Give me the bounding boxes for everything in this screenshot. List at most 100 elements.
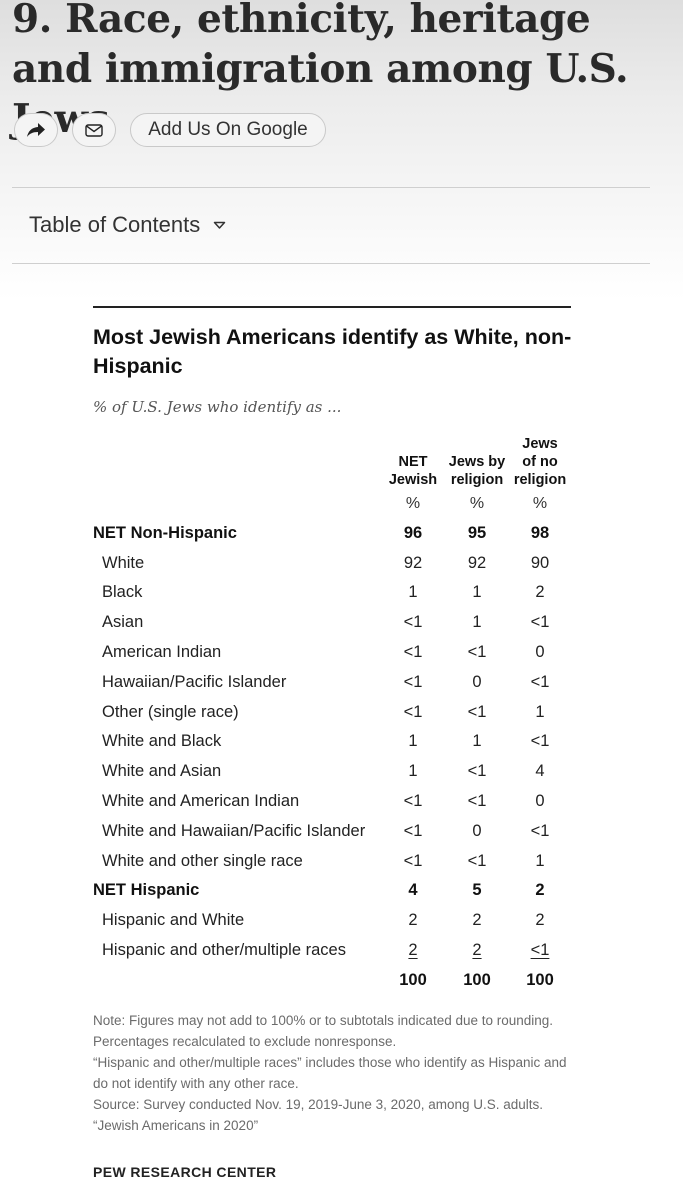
cell-value: 2 bbox=[535, 881, 545, 899]
cell-value: <1 bbox=[530, 613, 550, 631]
table-row: Black 1 1 2 bbox=[0, 579, 683, 609]
cell-value: <1 bbox=[403, 792, 423, 810]
table-row: Other (single race) <1 <1 1 bbox=[0, 699, 683, 729]
table-row: White 92 92 90 bbox=[0, 550, 683, 580]
cell-value: 0 bbox=[472, 822, 482, 840]
row-label: White and American Indian bbox=[102, 792, 300, 810]
divider bbox=[12, 263, 650, 264]
cell-value: <1 bbox=[467, 703, 487, 721]
row-label: NET Hispanic bbox=[93, 881, 200, 899]
cell-value: <1 bbox=[467, 762, 487, 780]
cell-value: <1 bbox=[530, 673, 550, 691]
column-header-jews-by-religion: Jews by religion bbox=[448, 454, 506, 488]
cell-value: 0 bbox=[535, 792, 545, 810]
cell-value: 1 bbox=[535, 703, 545, 721]
email-button[interactable] bbox=[72, 113, 116, 147]
row-label: White bbox=[102, 554, 145, 572]
pew-research-center-logo: PEW RESEARCH CENTER bbox=[93, 1164, 277, 1180]
cell-value: 1 bbox=[408, 583, 418, 601]
header-background bbox=[0, 0, 683, 300]
cell-value: 92 bbox=[467, 554, 487, 572]
chart-top-rule bbox=[93, 306, 571, 308]
cell-value: <1 bbox=[403, 673, 423, 691]
percent-symbol: % bbox=[469, 495, 485, 512]
percent-symbol: % bbox=[532, 495, 548, 512]
cell-value: 98 bbox=[530, 524, 550, 542]
cell-value: <1 bbox=[530, 941, 550, 959]
row-label: Hispanic and other/multiple races bbox=[102, 941, 346, 959]
note-text: Note: Figures may not add to 100% or to … bbox=[93, 1013, 554, 1049]
cell-value: 2 bbox=[472, 941, 482, 959]
table-row: American Indian <1 <1 0 bbox=[0, 639, 683, 669]
cell-value: 1 bbox=[472, 613, 482, 631]
source-text: Source: Survey conducted Nov. 19, 2019-J… bbox=[93, 1097, 544, 1112]
cell-value: 1 bbox=[408, 762, 418, 780]
table-row: NET Non-Hispanic 96 95 98 bbox=[0, 520, 683, 550]
table-row: Hispanic and White 2 2 2 bbox=[0, 907, 683, 937]
table-row: White and Asian 1 <1 4 bbox=[0, 758, 683, 788]
row-label: White and other single race bbox=[102, 852, 303, 870]
row-label: American Indian bbox=[102, 643, 222, 661]
table-row: White and American Indian <1 <1 0 bbox=[0, 788, 683, 818]
cell-value: 100 bbox=[399, 971, 427, 989]
table-row: White and Black 1 1 <1 bbox=[0, 728, 683, 758]
cell-value: 4 bbox=[535, 762, 545, 780]
toc-label: Table of Contents bbox=[29, 212, 201, 237]
cell-value: 100 bbox=[526, 971, 554, 989]
cell-value: <1 bbox=[403, 613, 423, 631]
cell-value: <1 bbox=[467, 792, 487, 810]
page-title: 9. Race, ethnicity, heritage and immigra… bbox=[12, 0, 629, 142]
cell-value: 1 bbox=[472, 583, 482, 601]
table-row: NET Hispanic 4 5 2 bbox=[0, 877, 683, 907]
cell-value: <1 bbox=[467, 643, 487, 661]
cell-value: <1 bbox=[403, 822, 423, 840]
cell-value: 1 bbox=[408, 732, 418, 750]
table-row: Hispanic and other/multiple races 2 2 <1 bbox=[0, 937, 683, 967]
row-label: White and Asian bbox=[102, 762, 222, 780]
cell-value: 5 bbox=[472, 881, 482, 899]
cell-value: 1 bbox=[535, 852, 545, 870]
note-text: “Hispanic and other/multiple races” incl… bbox=[93, 1055, 567, 1091]
table-row: Asian <1 1 <1 bbox=[0, 609, 683, 639]
cell-value: <1 bbox=[403, 703, 423, 721]
percent-symbol: % bbox=[405, 495, 421, 512]
cell-value: 0 bbox=[535, 643, 545, 661]
share-button[interactable] bbox=[14, 113, 58, 147]
cell-value: 2 bbox=[535, 911, 545, 929]
row-label: Asian bbox=[102, 613, 144, 631]
row-label: Hispanic and White bbox=[102, 911, 245, 929]
cell-value: 96 bbox=[403, 524, 423, 542]
table-row: Hawaiian/Pacific Islander <1 0 <1 bbox=[0, 669, 683, 699]
column-header-net-jewish: NET Jewish bbox=[388, 454, 438, 488]
cell-value: 90 bbox=[530, 554, 550, 572]
cell-value: 2 bbox=[408, 941, 418, 959]
cell-value: 0 bbox=[472, 673, 482, 691]
row-label: White and Black bbox=[102, 732, 222, 750]
cell-value: 2 bbox=[408, 911, 418, 929]
cell-value: <1 bbox=[403, 643, 423, 661]
cell-value: <1 bbox=[403, 852, 423, 870]
row-label: Black bbox=[102, 583, 143, 601]
add-us-on-google-button[interactable]: Add Us On Google bbox=[130, 113, 326, 147]
table-row-total: 100 100 100 bbox=[0, 967, 683, 997]
cell-value: 92 bbox=[403, 554, 423, 572]
row-label: White and Hawaiian/Pacific Islander bbox=[102, 822, 366, 840]
chart-title: Most Jewish Americans identify as White,… bbox=[93, 325, 572, 378]
cell-value: 100 bbox=[463, 971, 491, 989]
row-label: Other (single race) bbox=[102, 703, 239, 721]
cell-value: <1 bbox=[530, 732, 550, 750]
share-arrow-icon bbox=[27, 123, 45, 137]
table-of-contents-toggle[interactable]: Table of Contents bbox=[29, 212, 226, 238]
chart-subtitle: % of U.S. Jews who identify as ... bbox=[93, 398, 342, 416]
table-row: White and other single race <1 <1 1 bbox=[0, 848, 683, 878]
cell-value: 4 bbox=[408, 881, 418, 899]
chart-notes: Note: Figures may not add to 100% or to … bbox=[93, 1010, 583, 1136]
column-header-jews-of-no-religion: Jews of no religion bbox=[513, 436, 567, 488]
row-label: Hawaiian/Pacific Islander bbox=[102, 673, 287, 691]
caret-down-icon bbox=[213, 221, 226, 230]
cell-value: 2 bbox=[535, 583, 545, 601]
row-label: NET Non-Hispanic bbox=[93, 524, 237, 542]
cell-value: <1 bbox=[530, 822, 550, 840]
cell-value: <1 bbox=[467, 852, 487, 870]
cell-value: 95 bbox=[467, 524, 487, 542]
